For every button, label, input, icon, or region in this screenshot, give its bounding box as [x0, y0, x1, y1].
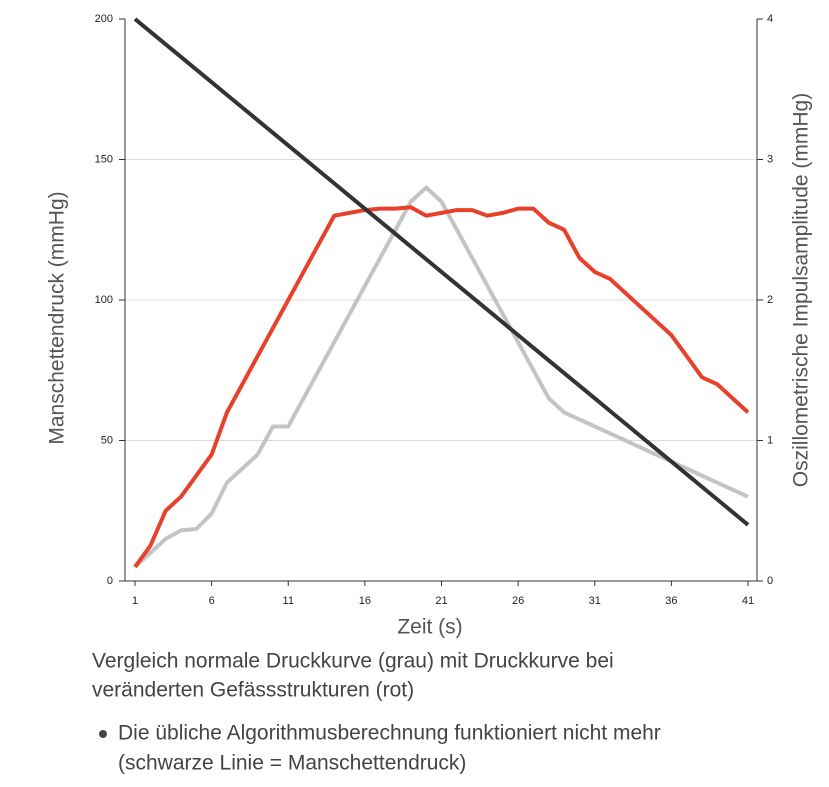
x-tick-label: 26 — [512, 595, 524, 607]
y-tick-label: 0 — [107, 575, 113, 587]
y-tick-label: 200 — [95, 13, 113, 25]
x-tick-label: 31 — [589, 595, 601, 607]
caption-line: Vergleich normale Druckkurve (grau) mit … — [92, 650, 614, 673]
y-tick-label: 100 — [95, 294, 113, 306]
y2-tick-label: 0 — [767, 575, 773, 587]
x-tick-label: 41 — [742, 595, 754, 607]
bullet-line: (schwarze Linie = Manschettendruck) — [118, 752, 466, 775]
y2-tick-label: 3 — [767, 153, 773, 165]
y-tick-label: 50 — [101, 434, 113, 446]
x-tick-label: 21 — [435, 595, 447, 607]
caption-line: veränderten Gefässstrukturen (rot) — [92, 679, 414, 702]
series-line — [133, 185, 749, 569]
series-line — [133, 17, 750, 527]
y2-tick-label: 4 — [767, 13, 773, 25]
y-tick-label: 150 — [95, 153, 113, 165]
y2-tick-label: 1 — [767, 434, 773, 446]
bullet-dot — [99, 730, 107, 738]
x-tick-label: 16 — [359, 595, 371, 607]
x-tick-label: 1 — [132, 595, 138, 607]
bullet-line: Die übliche Algorithmusberechnung funkti… — [118, 722, 661, 745]
series-line — [133, 205, 750, 569]
x-tick-label: 11 — [283, 595, 294, 607]
y2-tick-label: 2 — [767, 294, 773, 306]
x-tick-label: 36 — [665, 595, 677, 607]
x-tick-label: 6 — [209, 595, 215, 607]
y-axis-label: Manschettendruck (mmHg) — [46, 191, 69, 444]
x-axis-label: Zeit (s) — [397, 616, 462, 639]
y2-axis-label: Oszillometrische Impulsamplitude (mmHg) — [790, 93, 813, 487]
